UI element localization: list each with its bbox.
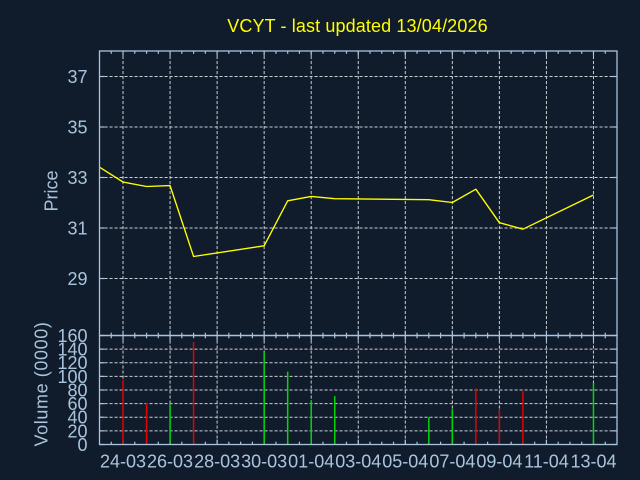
svg-text:11-04: 11-04 <box>524 452 569 472</box>
svg-text:31: 31 <box>67 218 87 238</box>
svg-text:05-04: 05-04 <box>382 452 428 472</box>
svg-text:07-04: 07-04 <box>429 452 475 472</box>
svg-text:30-03: 30-03 <box>241 452 287 472</box>
svg-text:40: 40 <box>67 408 87 428</box>
svg-text:120: 120 <box>57 353 87 373</box>
svg-text:26-03: 26-03 <box>147 452 193 472</box>
svg-text:35: 35 <box>67 117 87 137</box>
svg-text:160: 160 <box>57 326 87 346</box>
svg-text:33: 33 <box>67 168 87 188</box>
svg-text:Price: Price <box>42 170 62 211</box>
svg-text:24-03: 24-03 <box>100 452 146 472</box>
svg-text:Volume (0000): Volume (0000) <box>32 322 52 447</box>
svg-text:VCYT - last updated 13/04/2026: VCYT - last updated 13/04/2026 <box>227 16 487 36</box>
svg-text:0: 0 <box>77 435 87 455</box>
svg-text:29: 29 <box>67 269 87 289</box>
svg-text:01-04: 01-04 <box>288 452 334 472</box>
svg-text:100: 100 <box>57 367 87 387</box>
svg-text:03-04: 03-04 <box>335 452 381 472</box>
svg-text:140: 140 <box>57 340 87 360</box>
svg-text:80: 80 <box>67 380 87 400</box>
svg-text:09-04: 09-04 <box>476 452 522 472</box>
svg-text:60: 60 <box>67 394 87 414</box>
svg-text:20: 20 <box>67 421 87 441</box>
svg-text:13-04: 13-04 <box>570 452 616 472</box>
svg-text:37: 37 <box>67 67 87 87</box>
svg-text:28-03: 28-03 <box>194 452 240 472</box>
